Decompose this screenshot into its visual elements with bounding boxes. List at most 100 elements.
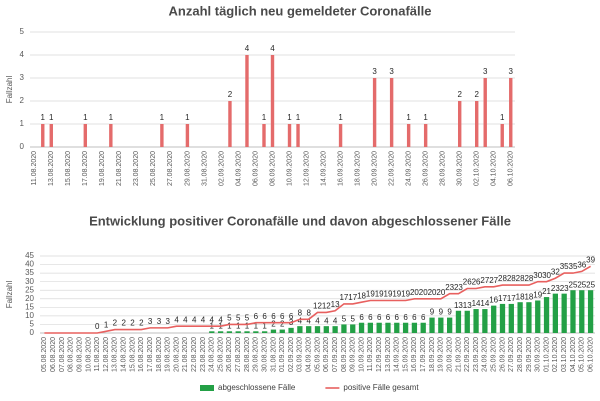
x-tick-label: 21.09.2020 [455, 337, 462, 372]
line [44, 265, 591, 334]
data-label: 2 [121, 319, 126, 328]
x-tick-label: 30.09.2020 [535, 337, 542, 372]
x-tick-label: 27.08.2020 [167, 151, 174, 186]
x-tick-label: 21.08.2020 [116, 151, 123, 186]
data-label: 3 [389, 67, 394, 76]
x-tick-label: 14.09.2020 [320, 151, 327, 186]
data-label: 5 [351, 315, 356, 324]
data-label: 19 [375, 290, 384, 299]
data-label: 23 [551, 284, 560, 293]
bar [552, 293, 558, 333]
bar [475, 101, 479, 147]
data-label: 3 [157, 317, 162, 326]
data-label: 5 [236, 314, 241, 323]
x-tick-label: 11.09.2020 [367, 337, 374, 372]
x-tick-label: 02.10.2020 [474, 151, 481, 186]
data-label: 6 [254, 312, 259, 321]
x-tick-label: 13.08.2020 [112, 337, 119, 372]
data-label: 28 [516, 274, 525, 283]
y-tick-label: 35 [25, 268, 34, 277]
x-tick-label: 22.08.2020 [191, 337, 198, 372]
x-tick-label: 24.09.2020 [405, 151, 412, 186]
data-label: 13 [454, 301, 463, 310]
bar [457, 101, 462, 147]
data-label: 6 [271, 312, 276, 321]
bar [358, 322, 365, 333]
data-label: 28 [498, 274, 507, 283]
x-tick-label: 02.10.2020 [552, 337, 559, 372]
x-tick-label: 26.09.2020 [499, 337, 506, 372]
x-tick-label: 22.09.2020 [388, 151, 395, 186]
x-tick-label: 08.09.2020 [341, 337, 348, 372]
bar [579, 290, 585, 333]
x-tick-label: 02.09.2020 [218, 151, 225, 186]
data-label: 35 [569, 262, 578, 271]
bar [402, 322, 409, 333]
bar [447, 317, 453, 333]
x-tick-label: 12.09.2020 [303, 151, 310, 186]
data-label: 2 [457, 90, 462, 99]
y-tick-label: 0 [20, 142, 25, 151]
data-label: 3 [509, 67, 514, 76]
data-label: 4 [324, 316, 329, 325]
x-tick-label: 12.08.2020 [103, 337, 110, 372]
data-label: 4 [306, 316, 311, 325]
bar [288, 327, 294, 333]
x-tick-label: 20.09.2020 [371, 151, 378, 186]
data-label: 1 [338, 113, 343, 122]
x-tick-label: 29.08.2020 [184, 151, 191, 186]
legend-label: abgeschlossene Fälle [218, 383, 296, 392]
x-tick-label: 05.10.2020 [579, 337, 586, 372]
x-tick-label: 05.08.2020 [41, 337, 48, 372]
x-tick-label: 25.08.2020 [150, 151, 157, 186]
data-label: 20 [436, 288, 445, 297]
x-tick-label: 15.08.2020 [65, 151, 72, 186]
bar [49, 124, 53, 147]
x-tick-label: 10.08.2020 [85, 337, 92, 372]
data-label: 1 [236, 321, 241, 330]
data-label: 1 [254, 321, 259, 330]
data-label: 32 [551, 267, 560, 276]
x-tick-label: 26.09.2020 [423, 151, 430, 186]
y-tick-label: 3 [20, 73, 25, 82]
data-label: 17 [498, 294, 507, 303]
bar [394, 322, 400, 333]
data-label: 1 [227, 321, 232, 330]
x-tick-label: 15.08.2020 [129, 337, 136, 372]
x-tick-label: 28.08.2020 [244, 337, 251, 372]
data-label: 8 [306, 308, 311, 317]
x-tick-label: 06.09.2020 [252, 151, 259, 186]
data-label: 2 [113, 319, 118, 328]
data-label: 1 [83, 113, 88, 122]
data-label: 1 [262, 321, 267, 330]
data-label: 1 [406, 113, 411, 122]
data-label: 6 [421, 313, 426, 322]
data-label: 4 [298, 316, 303, 325]
bar [509, 78, 513, 147]
bar [535, 300, 541, 333]
data-label: 30 [533, 271, 542, 280]
data-label: 4 [245, 44, 250, 53]
x-tick-label: 17.08.2020 [82, 151, 89, 186]
data-label: 13 [331, 300, 340, 309]
data-label: 18 [516, 292, 525, 301]
bar [297, 326, 303, 333]
data-label: 14 [472, 299, 481, 308]
bar [423, 124, 428, 147]
x-tick-label: 23.08.2020 [133, 151, 140, 186]
data-label: 9 [430, 308, 435, 317]
bar [376, 322, 382, 333]
x-tick-label: 04.10.2020 [570, 337, 577, 372]
x-tick-label: 04.09.2020 [235, 151, 242, 186]
x-tick-label: 16.09.2020 [337, 151, 344, 186]
x-tick-label: 31.08.2020 [201, 151, 208, 186]
y-axis-label: Fallzahl [5, 76, 14, 104]
data-label: 4 [333, 316, 338, 325]
data-label: 13 [463, 301, 472, 310]
bar [389, 78, 394, 147]
x-tick-label: 16.09.2020 [411, 337, 418, 372]
bar [160, 124, 164, 147]
bar [561, 293, 567, 333]
bar [41, 124, 45, 147]
